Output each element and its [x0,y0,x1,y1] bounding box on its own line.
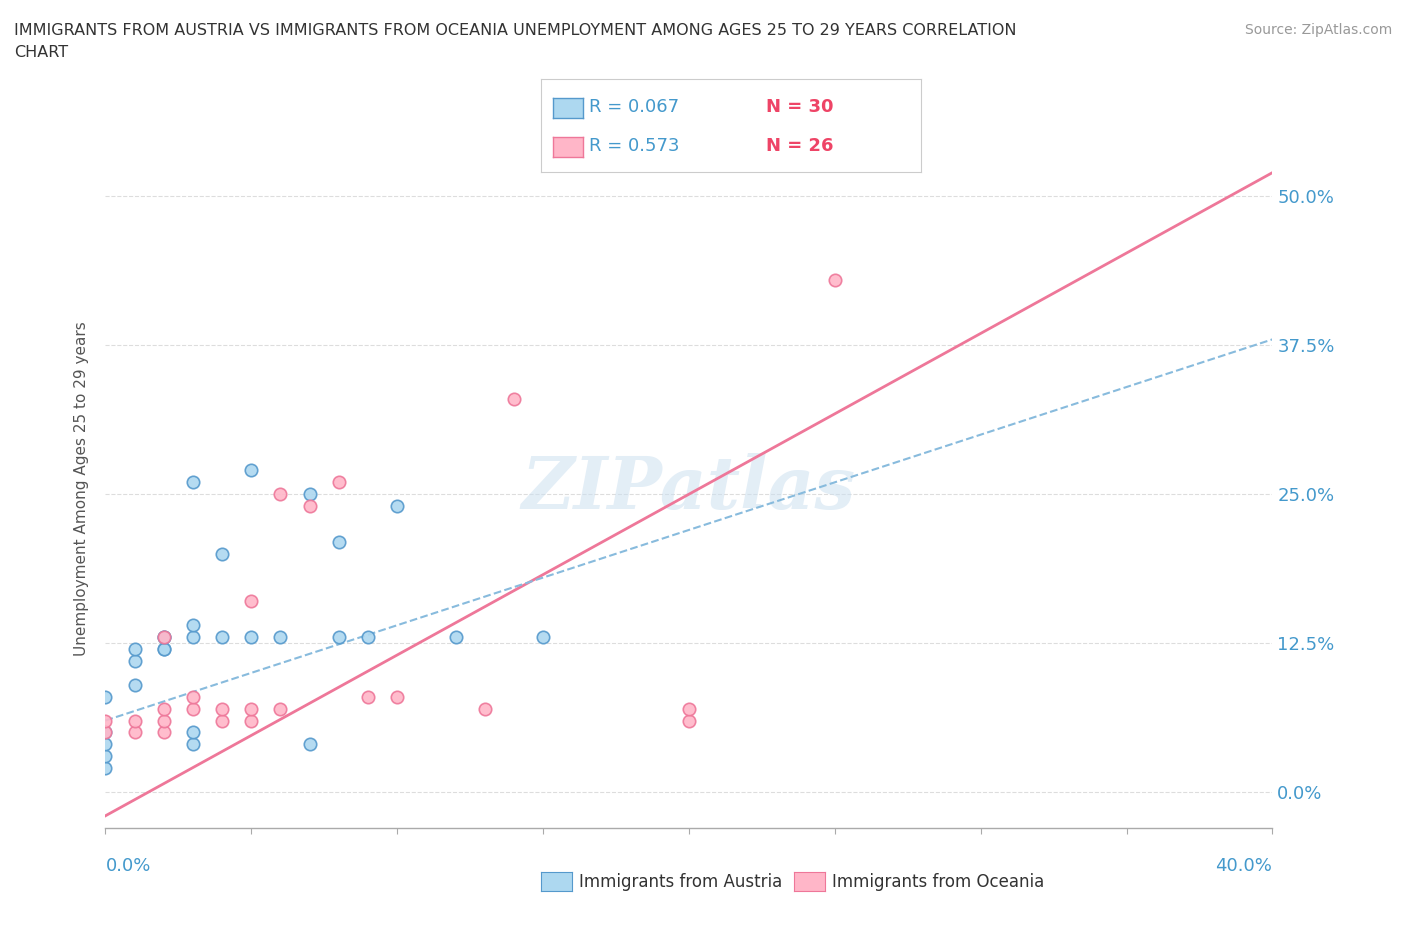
Point [181,689,204,704]
Point [211,701,233,716]
Text: 40.0%: 40.0% [1216,857,1272,875]
Point [240,630,263,644]
Point [153,725,174,740]
Point [94,713,117,728]
Text: R = 0.573: R = 0.573 [589,137,679,155]
Point [385,689,408,704]
Point [124,642,146,657]
Point [124,713,146,728]
Point [678,713,700,728]
Point [240,594,263,609]
Point [94,725,117,740]
Point [269,630,292,644]
Point [124,677,146,692]
Point [531,630,554,644]
Point [240,463,263,478]
Point [211,630,233,644]
Point [269,486,292,501]
Point [211,546,233,561]
Point [298,486,321,501]
Point [678,701,700,716]
Point [153,630,174,644]
Point [240,701,263,716]
Text: N = 30: N = 30 [766,98,834,116]
Text: N = 26: N = 26 [766,137,834,155]
Point [385,498,408,513]
Text: R = 0.067: R = 0.067 [589,98,679,116]
Point [240,713,263,728]
Point [824,272,846,287]
Point [181,701,204,716]
Point [153,642,174,657]
Point [181,630,204,644]
Point [298,737,321,751]
Point [153,713,174,728]
Point [94,749,117,764]
Point [153,701,174,716]
Point [153,630,174,644]
Point [181,725,204,740]
Y-axis label: Unemployment Among Ages 25 to 29 years: Unemployment Among Ages 25 to 29 years [75,321,90,656]
Point [269,701,292,716]
Point [357,630,380,644]
Point [153,642,174,657]
Point [124,654,146,669]
Point [298,498,321,513]
Text: Immigrants from Austria: Immigrants from Austria [579,872,783,891]
Point [328,535,350,550]
Point [94,689,117,704]
Point [211,713,233,728]
Point [153,630,174,644]
Point [94,725,117,740]
Point [181,475,204,490]
Point [181,737,204,751]
Text: CHART: CHART [14,45,67,60]
Text: Immigrants from Oceania: Immigrants from Oceania [832,872,1045,891]
Point [444,630,467,644]
Point [328,475,350,490]
Point [181,618,204,632]
Text: 0.0%: 0.0% [105,857,150,875]
Point [124,725,146,740]
Point [502,392,524,406]
Text: Source: ZipAtlas.com: Source: ZipAtlas.com [1244,23,1392,37]
Text: ZIPatlas: ZIPatlas [522,453,856,524]
Point [328,630,350,644]
Point [94,761,117,776]
Point [357,689,380,704]
Text: IMMIGRANTS FROM AUSTRIA VS IMMIGRANTS FROM OCEANIA UNEMPLOYMENT AMONG AGES 25 TO: IMMIGRANTS FROM AUSTRIA VS IMMIGRANTS FR… [14,23,1017,38]
Point [474,701,496,716]
Point [94,737,117,751]
